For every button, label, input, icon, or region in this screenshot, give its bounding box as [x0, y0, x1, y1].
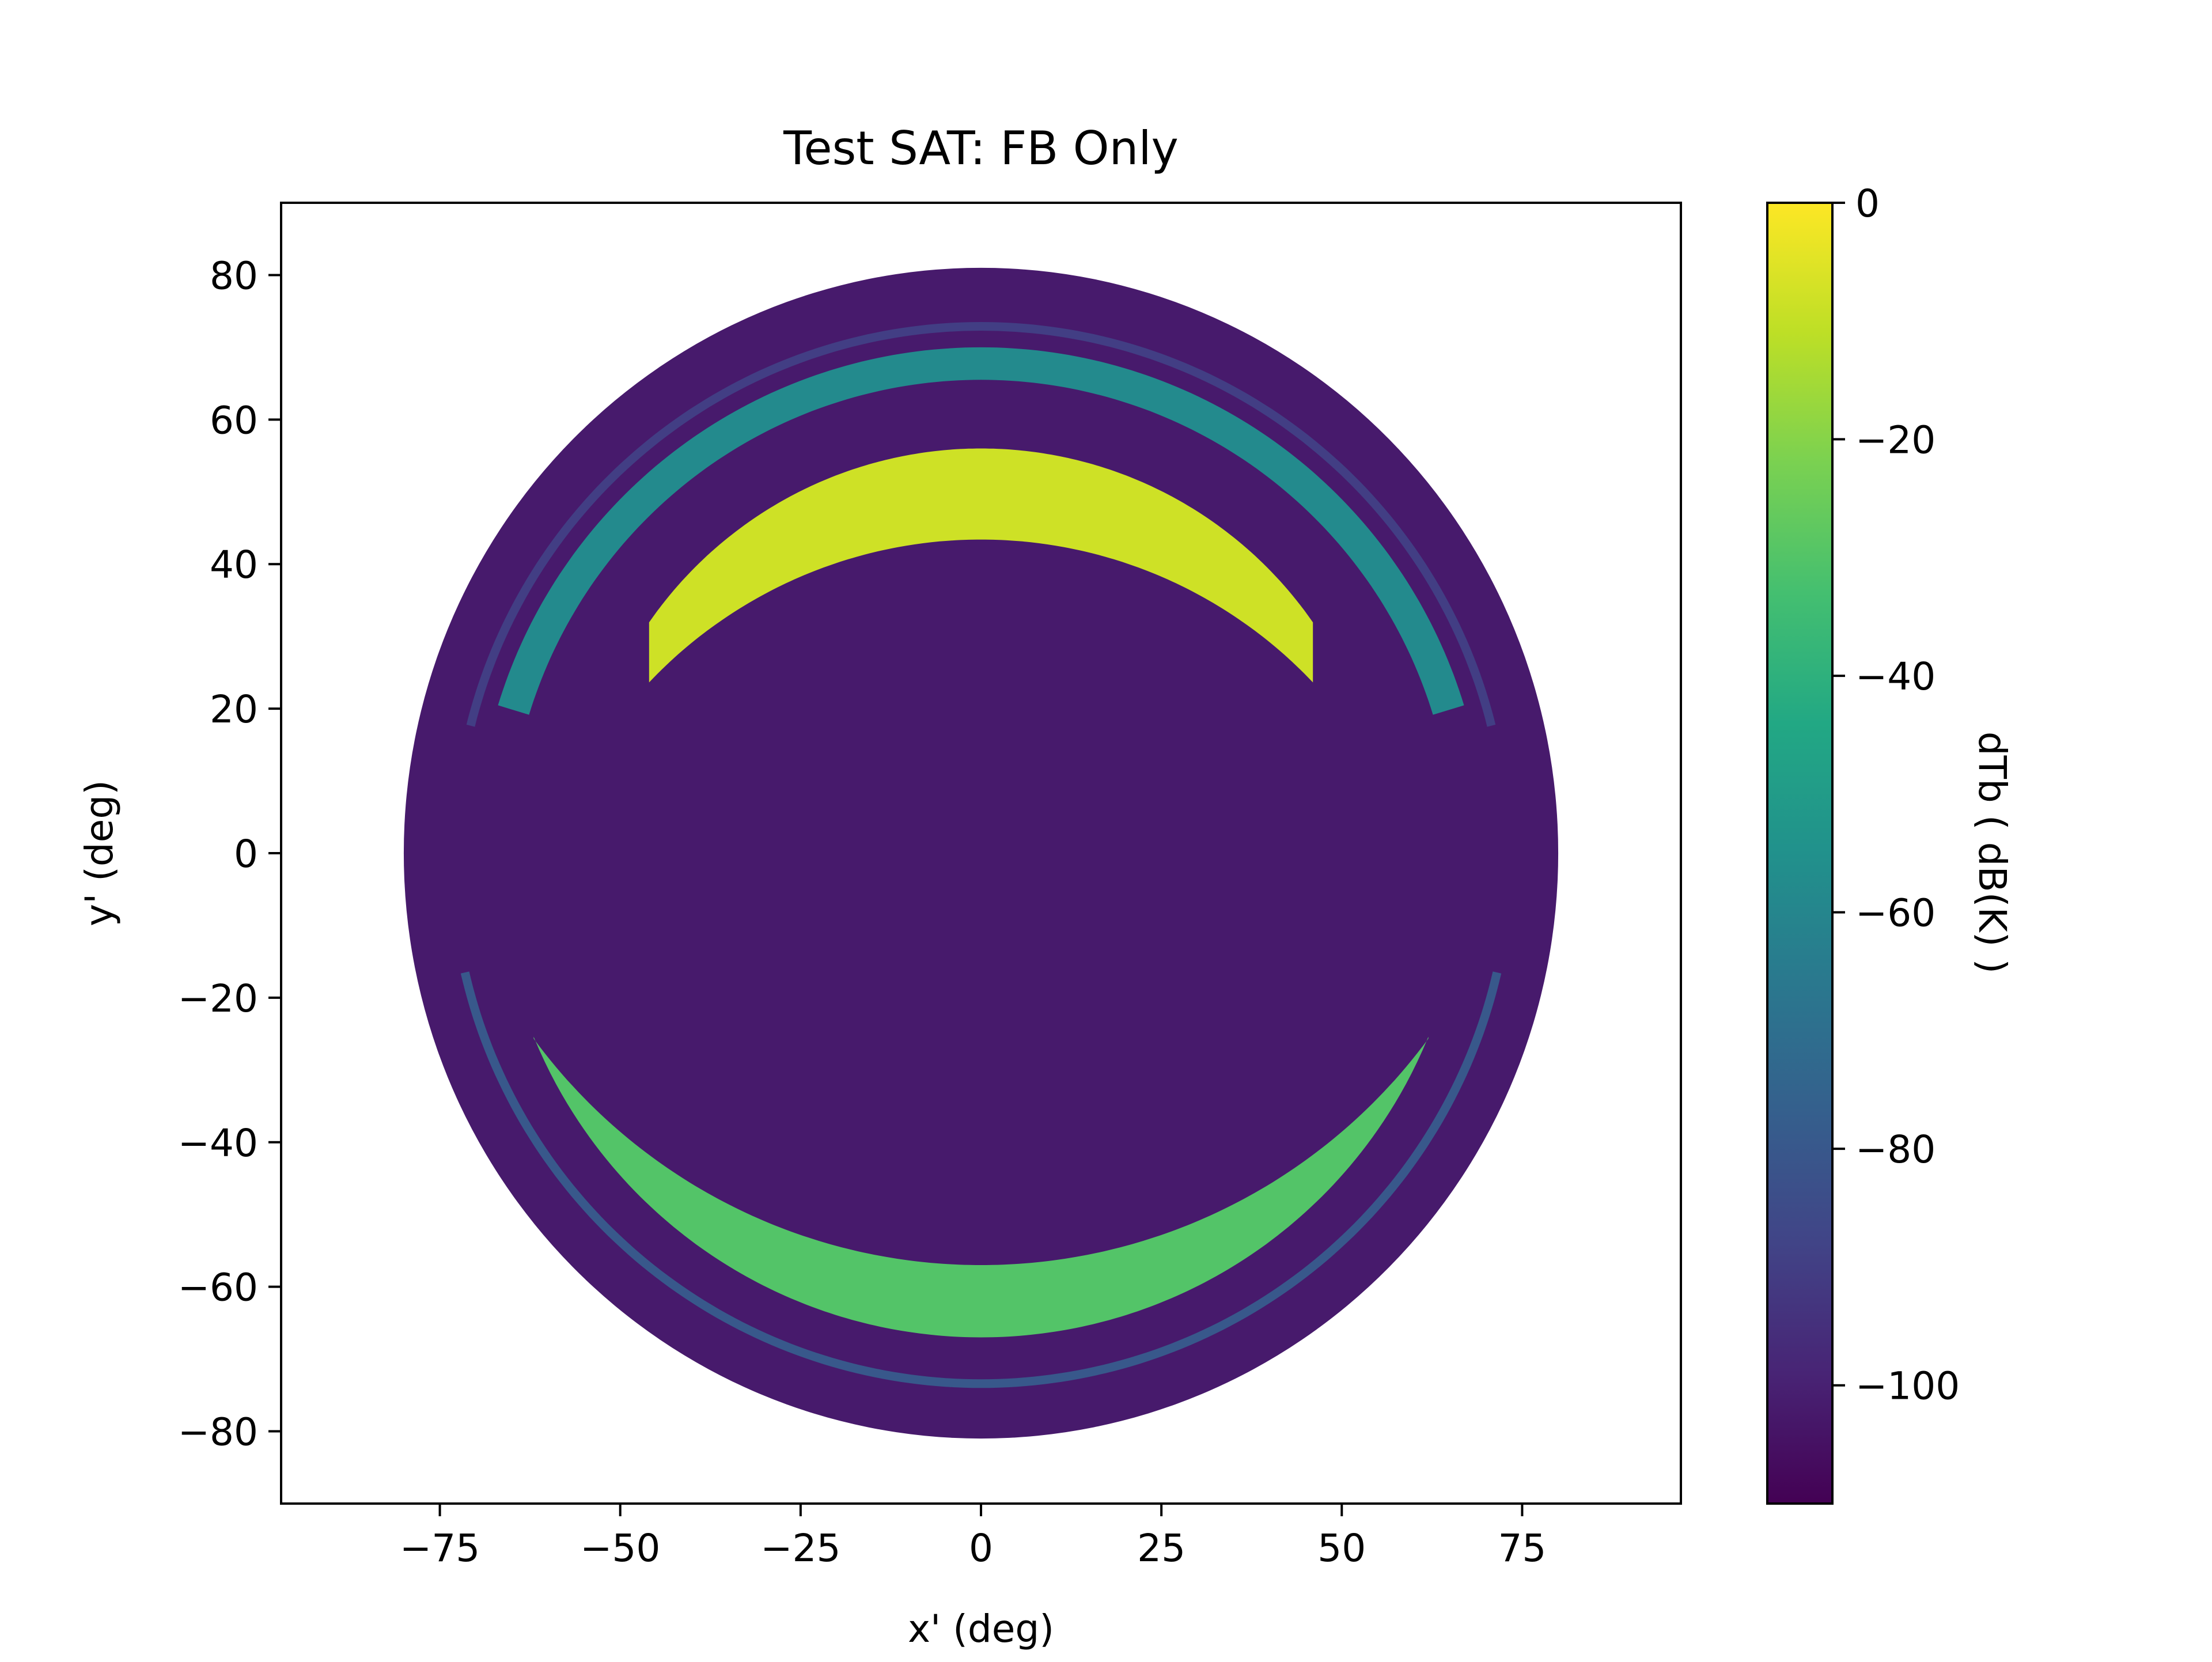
x-tick-label: −50	[580, 1526, 660, 1570]
y-axis: 80 60 40 20 0 −20 −40 −60 −80	[178, 253, 281, 1455]
x-axis: −75 −50 −25 0 25 50 75	[400, 1504, 1546, 1570]
x-tick-label: 0	[969, 1526, 993, 1570]
heatmap-region-lower-crescent	[533, 1036, 1429, 1338]
chart-title: Test SAT: FB Only	[783, 122, 1179, 175]
colorbar	[1766, 202, 1834, 1505]
colorbar-tick-label: 0	[1855, 181, 1880, 226]
colorbar-label: dTb ( dB(K) )	[1970, 732, 2014, 974]
y-tick-label: −20	[178, 976, 258, 1021]
colorbar-tick-label: −80	[1855, 1127, 1936, 1172]
colorbar-tick-label: −40	[1855, 654, 1936, 699]
colorbar-tick-label: −20	[1855, 418, 1936, 463]
y-tick-label: 40	[210, 543, 258, 587]
y-tick-label: −80	[178, 1410, 258, 1455]
x-tick-label: 50	[1317, 1526, 1366, 1570]
colorbar-axis: 0 −20 −40 −60 −80 −100	[1832, 181, 1960, 1409]
colorbar-tick-label: −60	[1855, 891, 1936, 936]
x-tick-label: −75	[400, 1526, 480, 1570]
x-tick-label: −25	[760, 1526, 840, 1570]
y-tick-label: 20	[210, 687, 258, 732]
heatmap	[403, 267, 1559, 1439]
y-axis-label: y' (deg)	[77, 780, 122, 926]
heatmap-region-upper-crescent	[649, 448, 1313, 683]
y-tick-label: 60	[210, 398, 258, 442]
x-tick-label: 25	[1137, 1526, 1185, 1570]
heatmap-region-upper-mid-band	[498, 347, 1464, 715]
y-tick-label: 80	[210, 253, 258, 298]
y-tick-label: −40	[178, 1121, 258, 1165]
x-tick-label: 75	[1498, 1526, 1546, 1570]
heatmap-region-background-disk	[403, 267, 1559, 1439]
x-axis-label: x' (deg)	[908, 1607, 1054, 1651]
colorbar-tick-label: −100	[1855, 1364, 1960, 1409]
y-tick-label: 0	[234, 832, 258, 876]
y-tick-label: −60	[178, 1266, 258, 1310]
